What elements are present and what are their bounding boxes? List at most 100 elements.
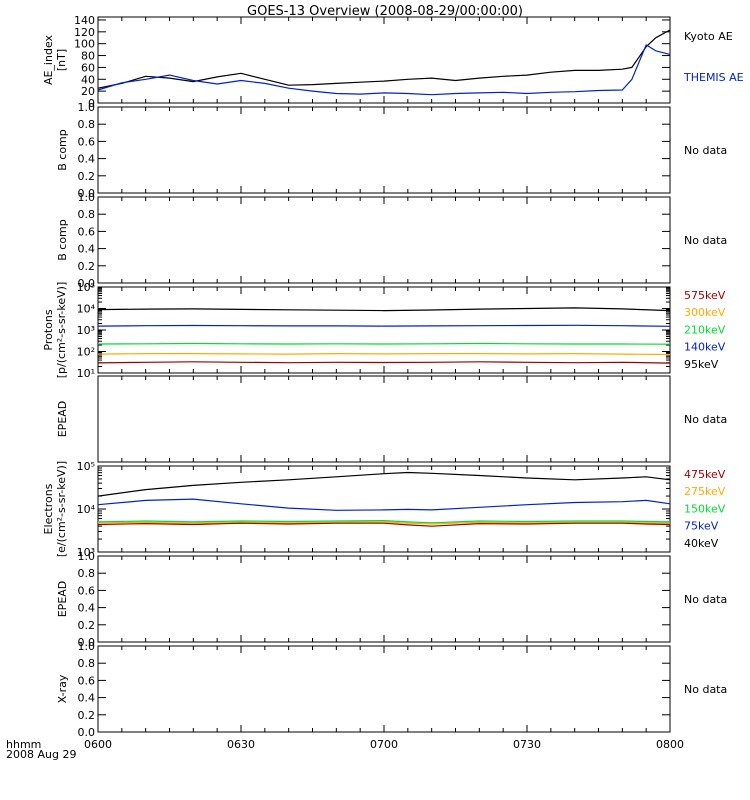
- panel-electrons: 10³ 10⁴ 10⁵ Electrons [e/(cm²-s-sr-keV)] 475k…: [42, 460, 726, 559]
- series-line-575kev: [97, 361, 671, 364]
- legend-label: THEMIS AE: [683, 71, 744, 84]
- y-tick-label: 100: [74, 38, 95, 51]
- y-tick-label: 0.8: [78, 118, 96, 131]
- y-tick-label: 40: [81, 73, 95, 86]
- panel-bcomp1: 0.0 0.2 0.4 0.6 0.8 1.0 B comp No data: [56, 101, 727, 200]
- series-line-300kev: [97, 353, 671, 356]
- legend-label: Kyoto AE: [684, 30, 733, 43]
- y-tick-label: 0.4: [78, 153, 96, 166]
- time-tick-label: 0600: [84, 738, 112, 751]
- panel-bcomp2: 0.0 0.2 0.4 0.6 0.8 1.0 B comp No data: [56, 191, 727, 290]
- series-line-kyoto-ae: [97, 29, 671, 89]
- time-axis: hhmm 2008 Aug 29 0600 0630 0700 0730 0800: [6, 738, 684, 761]
- y-tick-label: 0.2: [78, 709, 96, 722]
- legend-label: 575keV: [684, 289, 726, 302]
- y-axis-label: EPEAD: [56, 581, 69, 618]
- legend-label: No data: [684, 234, 727, 247]
- y-tick-label: 10³: [77, 546, 95, 559]
- y-tick-label: 0.0: [78, 277, 96, 290]
- y-tick-label: 0.6: [78, 225, 96, 238]
- series-line-40kev: [97, 471, 671, 497]
- panel-frame: [97, 196, 671, 284]
- legend-label: 210keV: [684, 323, 726, 336]
- panel-frame: [97, 16, 671, 104]
- y-tick-label: 120: [74, 26, 95, 39]
- y-tick-label: 1.0: [78, 191, 96, 204]
- time-axis-label-hhmm: hhmm: [6, 738, 41, 751]
- legend-label: 300keV: [684, 306, 726, 319]
- panel-epead2: 0.0 0.2 0.4 0.6 0.8 1.0 EPEAD No data: [56, 550, 727, 649]
- y-tick-label: 0.0: [78, 726, 96, 739]
- series-line-275kev: [97, 521, 671, 525]
- series-line-475kev: [97, 522, 671, 527]
- y-tick-label: 0.4: [78, 692, 96, 705]
- y-tick-label: 0.6: [78, 584, 96, 597]
- y-tick-label: 10³: [77, 324, 95, 337]
- panel-frame: [97, 645, 671, 733]
- panel-frame: [97, 375, 671, 463]
- y-tick-label: 10²: [77, 346, 95, 359]
- series-line-150kev: [97, 519, 671, 524]
- time-tick-label: 0630: [227, 738, 255, 751]
- panel-frame: [97, 106, 671, 194]
- y-tick-label: 0.0: [78, 187, 96, 200]
- legend-label: 75keV: [684, 520, 719, 533]
- legend-label: 95keV: [684, 358, 719, 371]
- y-axis-label: [p/(cm²-s-sr-keV)]: [55, 282, 68, 379]
- y-tick-label: 0: [88, 97, 95, 110]
- legend-label: 150keV: [684, 502, 726, 515]
- y-axis-label: X-ray: [56, 674, 69, 703]
- y-tick-label: 0.8: [78, 208, 96, 221]
- series-line-210kev: [97, 342, 671, 345]
- legend-label: 40keV: [684, 537, 719, 550]
- y-tick-label: 0.6: [78, 135, 96, 148]
- y-tick-label: 1.0: [78, 550, 96, 563]
- y-tick-label: 0.4: [78, 602, 96, 615]
- y-tick-label: 0.2: [78, 619, 96, 632]
- y-tick-label: 0.8: [78, 567, 96, 580]
- y-tick-label: 0.8: [78, 657, 96, 670]
- legend-label: No data: [684, 413, 727, 426]
- y-tick-label: 20: [81, 85, 95, 98]
- legend-label: No data: [684, 144, 727, 157]
- time-tick-label: 0730: [513, 738, 541, 751]
- y-tick-label: 10⁴: [77, 503, 96, 516]
- y-tick-label: 10⁵: [77, 281, 95, 294]
- y-tick-label: 140: [74, 14, 95, 27]
- series-line-75kev: [97, 498, 671, 511]
- y-tick-label: 0.4: [78, 243, 96, 256]
- legend-label: No data: [684, 683, 727, 696]
- y-tick-label: 80: [81, 50, 95, 63]
- time-tick-label: 0700: [370, 738, 398, 751]
- series-line-themis-ae: [97, 44, 671, 96]
- y-tick-label: 0.2: [78, 260, 96, 273]
- y-tick-label: 0.0: [78, 636, 96, 649]
- legend-label: 475keV: [684, 468, 726, 481]
- chart-title: GOES-13 Overview (2008-08-29/00:00:00): [247, 4, 523, 19]
- y-axis-label: [nT]: [55, 49, 68, 71]
- series-line-140kev: [97, 324, 671, 327]
- y-axis-label: Electrons: [42, 483, 55, 534]
- y-axis-label: Protons: [42, 309, 55, 350]
- legend-label: 140keV: [684, 341, 726, 354]
- time-axis-label-date: 2008 Aug 29: [6, 748, 76, 761]
- y-axis-label: B comp: [56, 219, 69, 261]
- y-axis-label: B comp: [56, 129, 69, 171]
- y-tick-label: 1.0: [78, 101, 96, 114]
- y-tick-label: 60: [81, 61, 95, 74]
- y-tick-label: 10⁵: [77, 460, 95, 473]
- y-axis-label: EPEAD: [56, 401, 69, 438]
- y-axis-label: AE_index: [42, 34, 55, 85]
- y-tick-label: 1.0: [78, 640, 96, 653]
- series-line-95kev: [97, 307, 671, 312]
- time-tick-label: 0800: [656, 738, 684, 751]
- y-tick-label: 0.6: [78, 674, 96, 687]
- y-axis-label: [e/(cm²-s-sr-keV)]: [55, 461, 68, 557]
- legend-label: 275keV: [684, 485, 726, 498]
- panel-xray: 0.0 0.2 0.4 0.6 0.8 1.0 X-ray No data: [56, 640, 727, 739]
- panel-epead1: EPEAD No data: [56, 375, 727, 463]
- panel-frame: [97, 286, 671, 374]
- panel-protons: 10¹ 10² 10³ 10⁴ 10⁵ Protons [p/(cm²-s-sr-keV)]…: [42, 281, 726, 380]
